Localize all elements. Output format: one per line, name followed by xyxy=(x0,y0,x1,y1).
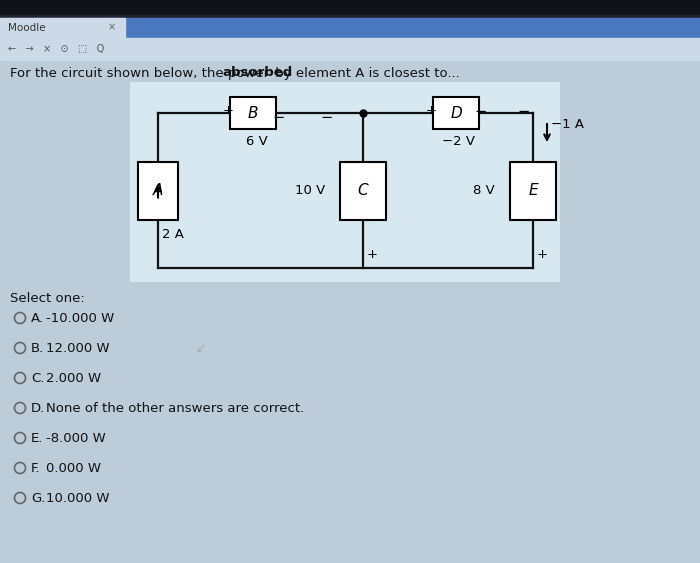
Text: 2 A: 2 A xyxy=(162,229,184,242)
Text: −: − xyxy=(517,104,529,118)
Text: −1 A: −1 A xyxy=(551,118,584,132)
Text: −2 V: −2 V xyxy=(442,135,475,148)
Text: G.: G. xyxy=(31,491,46,504)
Bar xyxy=(510,162,556,220)
Bar xyxy=(0,15,700,18)
Text: For the circuit shown below, the power: For the circuit shown below, the power xyxy=(10,66,274,79)
Text: −: − xyxy=(320,110,332,126)
Text: by element A is closest to...: by element A is closest to... xyxy=(270,66,459,79)
Text: ×: × xyxy=(108,22,116,32)
Text: E.: E. xyxy=(31,431,43,445)
Text: 8 V: 8 V xyxy=(473,184,495,197)
Bar xyxy=(0,60,700,563)
Text: absorbed: absorbed xyxy=(223,66,293,79)
Text: +: + xyxy=(537,248,548,261)
Text: ↙: ↙ xyxy=(195,342,206,355)
Text: B.: B. xyxy=(31,342,44,355)
Text: A.: A. xyxy=(31,311,44,324)
Text: Select one:: Select one: xyxy=(10,292,85,305)
Text: None of the other answers are correct.: None of the other answers are correct. xyxy=(46,401,304,414)
Text: +: + xyxy=(223,105,234,118)
Text: -10.000 W: -10.000 W xyxy=(46,311,114,324)
Text: ←   →   ×   ⊙   ⬚   Q: ← → × ⊙ ⬚ Q xyxy=(8,44,104,54)
Text: −: − xyxy=(272,110,285,126)
Text: C: C xyxy=(358,183,368,198)
Bar xyxy=(130,82,560,282)
Bar xyxy=(0,38,700,60)
Text: E: E xyxy=(528,183,538,198)
Bar xyxy=(230,97,276,129)
Text: C.: C. xyxy=(31,372,44,385)
Text: +: + xyxy=(426,105,437,118)
Text: F.: F. xyxy=(31,462,41,475)
Text: -8.000 W: -8.000 W xyxy=(46,431,106,445)
Text: B: B xyxy=(247,105,258,120)
Text: +: + xyxy=(367,248,378,261)
Text: 12.000 W: 12.000 W xyxy=(46,342,110,355)
Text: 10 V: 10 V xyxy=(295,184,325,197)
Text: 2.000 W: 2.000 W xyxy=(46,372,101,385)
Text: 6 V: 6 V xyxy=(246,135,268,148)
Bar xyxy=(138,162,178,220)
Bar xyxy=(0,18,125,38)
Text: D.: D. xyxy=(31,401,46,414)
Bar xyxy=(0,0,700,18)
Bar xyxy=(433,97,479,129)
Bar xyxy=(340,162,386,220)
Text: A: A xyxy=(153,183,163,198)
Bar xyxy=(0,18,700,38)
Text: 10.000 W: 10.000 W xyxy=(46,491,109,504)
Text: D: D xyxy=(450,105,462,120)
Text: −: − xyxy=(474,104,486,118)
Text: Moodle: Moodle xyxy=(8,23,46,33)
Text: 0.000 W: 0.000 W xyxy=(46,462,101,475)
